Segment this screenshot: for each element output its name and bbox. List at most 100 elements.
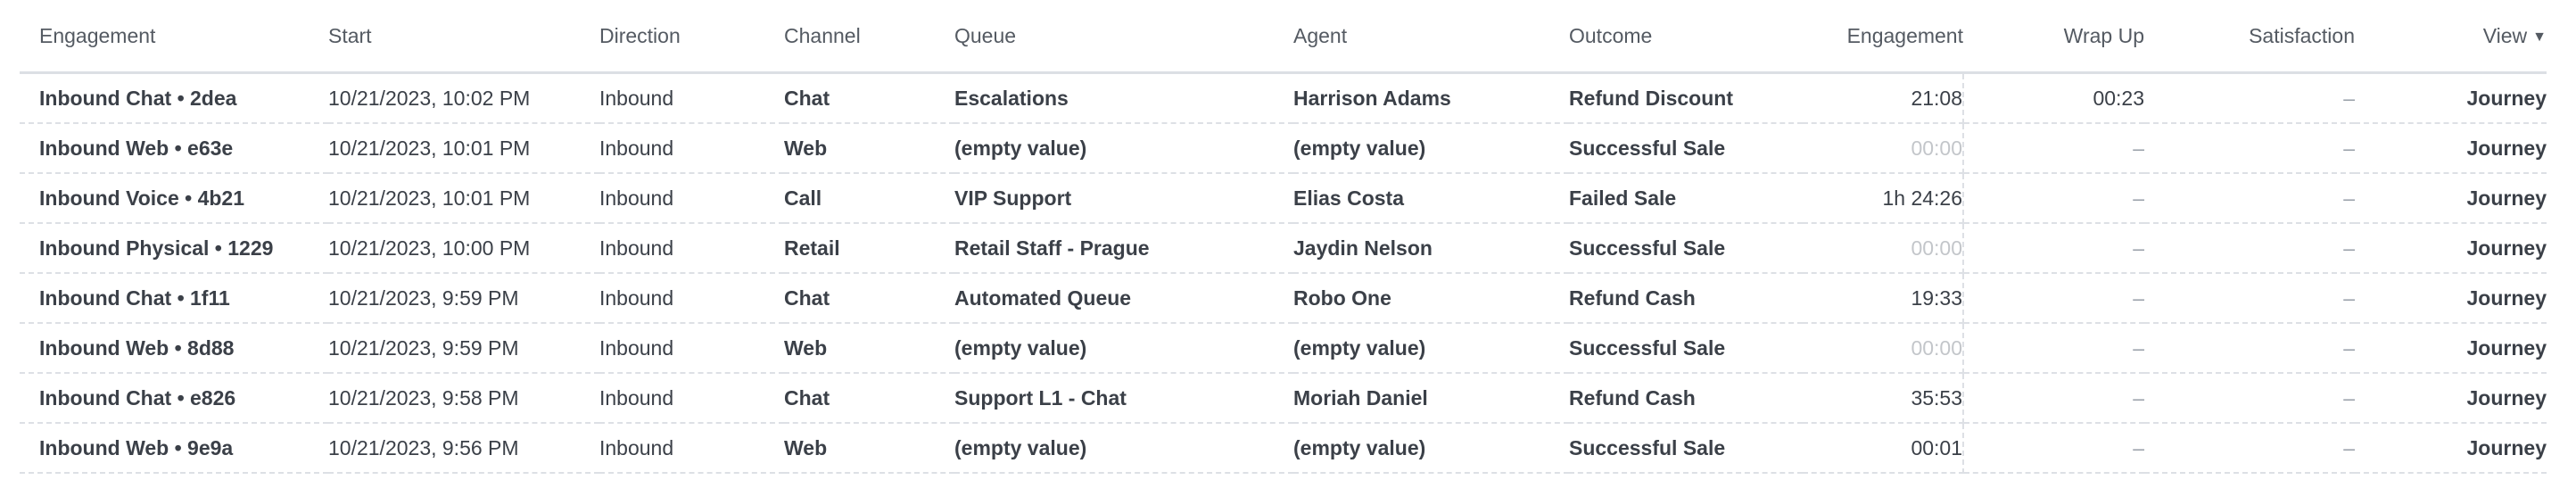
journey-link[interactable]: Journey bbox=[2355, 173, 2547, 224]
table-row[interactable]: Inbound Web • 9e9a 10/21/2023, 9:56 PM Inb… bbox=[20, 423, 2547, 474]
engagement-cell: Inbound Voice • 4b21 bbox=[20, 173, 328, 224]
col-start[interactable]: Start bbox=[328, 0, 599, 74]
col-satisfaction[interactable]: Satisfaction bbox=[2144, 0, 2355, 74]
table-row[interactable]: Inbound Web • 8d88 10/21/2023, 9:59 PM Inb… bbox=[20, 323, 2547, 374]
journey-link[interactable]: Journey bbox=[2355, 323, 2547, 374]
queue-cell: Automated Queue bbox=[954, 273, 1293, 324]
engagements-table: Engagement Start Direction Channel Queue… bbox=[20, 0, 2547, 474]
engagement-cell: Inbound Chat • 2dea bbox=[20, 72, 328, 124]
channel-cell: Call bbox=[784, 173, 954, 224]
start-cell: 10/21/2023, 10:02 PM bbox=[328, 72, 599, 124]
col-direction[interactable]: Direction bbox=[599, 0, 784, 74]
col-channel[interactable]: Channel bbox=[784, 0, 954, 74]
engagement-cell: Inbound Chat • 1f11 bbox=[20, 273, 328, 324]
satisfaction-cell: – bbox=[2144, 373, 2355, 424]
wrap-up-cell: – bbox=[1963, 173, 2144, 224]
queue-cell: (empty value) bbox=[954, 423, 1293, 474]
direction-cell: Inbound bbox=[599, 323, 784, 374]
wrap-up-cell: – bbox=[1963, 123, 2144, 174]
direction-cell: Inbound bbox=[599, 123, 784, 174]
journey-link[interactable]: Journey bbox=[2355, 223, 2547, 274]
engagement-duration-cell: 19:33 bbox=[1803, 273, 1964, 324]
engagement-duration-cell: 1h 24:26 bbox=[1803, 173, 1964, 224]
wrap-up-cell: – bbox=[1963, 323, 2144, 374]
queue-cell: Retail Staff - Prague bbox=[954, 223, 1293, 274]
table-row[interactable]: Inbound Chat • e826 10/21/2023, 9:58 PM In… bbox=[20, 373, 2547, 424]
journey-link[interactable]: Journey bbox=[2355, 72, 2547, 124]
col-agent[interactable]: Agent bbox=[1293, 0, 1569, 74]
start-cell: 10/21/2023, 10:01 PM bbox=[328, 173, 599, 224]
engagement-duration-cell: 00:00 bbox=[1803, 223, 1964, 274]
queue-cell: (empty value) bbox=[954, 323, 1293, 374]
agent-cell: Harrison Adams bbox=[1293, 72, 1569, 124]
start-cell: 10/21/2023, 9:59 PM bbox=[328, 273, 599, 324]
wrap-up-cell: – bbox=[1963, 223, 2144, 274]
start-cell: 10/21/2023, 10:01 PM bbox=[328, 123, 599, 174]
satisfaction-cell: – bbox=[2144, 273, 2355, 324]
satisfaction-cell: – bbox=[2144, 123, 2355, 174]
agent-cell: Moriah Daniel bbox=[1293, 373, 1569, 424]
engagement-cell: Inbound Web • 8d88 bbox=[20, 323, 328, 374]
direction-cell: Inbound bbox=[599, 273, 784, 324]
outcome-cell: Refund Cash bbox=[1569, 273, 1803, 324]
engagement-duration-cell: 00:01 bbox=[1803, 423, 1964, 474]
table-row[interactable]: Inbound Voice • 4b21 10/21/2023, 10:01 PM… bbox=[20, 173, 2547, 224]
engagement-cell: Inbound Web • e63e bbox=[20, 123, 328, 174]
direction-cell: Inbound bbox=[599, 173, 784, 224]
agent-cell: (empty value) bbox=[1293, 123, 1569, 174]
queue-cell: VIP Support bbox=[954, 173, 1293, 224]
engagement-cell: Inbound Web • 9e9a bbox=[20, 423, 328, 474]
channel-cell: Web bbox=[784, 123, 954, 174]
direction-cell: Inbound bbox=[599, 423, 784, 474]
start-cell: 10/21/2023, 9:56 PM bbox=[328, 423, 599, 474]
channel-cell: Chat bbox=[784, 273, 954, 324]
agent-cell: Elias Costa bbox=[1293, 173, 1569, 224]
agent-cell: Robo One bbox=[1293, 273, 1569, 324]
engagement-cell: Inbound Physical • 1229 bbox=[20, 223, 328, 274]
agent-cell: (empty value) bbox=[1293, 423, 1569, 474]
channel-cell: Web bbox=[784, 423, 954, 474]
channel-cell: Retail bbox=[784, 223, 954, 274]
caret-down-icon[interactable]: ▼ bbox=[2532, 29, 2547, 45]
satisfaction-cell: – bbox=[2144, 72, 2355, 124]
outcome-cell: Failed Sale bbox=[1569, 173, 1803, 224]
journey-link[interactable]: Journey bbox=[2355, 273, 2547, 324]
col-engagement[interactable]: Engagement bbox=[20, 0, 328, 74]
wrap-up-cell: – bbox=[1963, 373, 2144, 424]
start-cell: 10/21/2023, 9:58 PM bbox=[328, 373, 599, 424]
queue-cell: Escalations bbox=[954, 72, 1293, 124]
outcome-cell: Successful Sale bbox=[1569, 223, 1803, 274]
col-queue[interactable]: Queue bbox=[954, 0, 1293, 74]
journey-link[interactable]: Journey bbox=[2355, 373, 2547, 424]
col-outcome[interactable]: Outcome bbox=[1569, 0, 1803, 74]
channel-cell: Chat bbox=[784, 72, 954, 124]
engagement-duration-cell: 21:08 bbox=[1803, 72, 1964, 124]
journey-link[interactable]: Journey bbox=[2355, 423, 2547, 474]
table-row[interactable]: Inbound Chat • 2dea 10/21/2023, 10:02 PM I… bbox=[20, 72, 2547, 124]
table-row[interactable]: Inbound Chat • 1f11 10/21/2023, 9:59 PM In… bbox=[20, 273, 2547, 324]
satisfaction-cell: – bbox=[2144, 173, 2355, 224]
agent-cell: Jaydin Nelson bbox=[1293, 223, 1569, 274]
engagement-duration-cell: 00:00 bbox=[1803, 323, 1964, 374]
satisfaction-cell: – bbox=[2144, 323, 2355, 374]
channel-cell: Chat bbox=[784, 373, 954, 424]
outcome-cell: Successful Sale bbox=[1569, 423, 1803, 474]
journey-link[interactable]: Journey bbox=[2355, 123, 2547, 174]
agent-cell: (empty value) bbox=[1293, 323, 1569, 374]
satisfaction-cell: – bbox=[2144, 223, 2355, 274]
queue-cell: Support L1 - Chat bbox=[954, 373, 1293, 424]
table-row[interactable]: Inbound Physical • 1229 10/21/2023, 10:00… bbox=[20, 223, 2547, 274]
outcome-cell: Refund Cash bbox=[1569, 373, 1803, 424]
direction-cell: Inbound bbox=[599, 72, 784, 124]
queue-cell: (empty value) bbox=[954, 123, 1293, 174]
table-row[interactable]: Inbound Web • e63e 10/21/2023, 10:01 PM In… bbox=[20, 123, 2547, 174]
col-wrap-up[interactable]: Wrap Up bbox=[1963, 0, 2144, 74]
outcome-cell: Refund Discount bbox=[1569, 72, 1803, 124]
col-view[interactable]: View ▼ bbox=[2355, 0, 2547, 74]
engagement-duration-cell: 35:53 bbox=[1803, 373, 1964, 424]
direction-cell: Inbound bbox=[599, 223, 784, 274]
col-engagement-duration[interactable]: Engagement bbox=[1803, 0, 1963, 74]
engagement-cell: Inbound Chat • e826 bbox=[20, 373, 328, 424]
engagement-duration-cell: 00:00 bbox=[1803, 123, 1964, 174]
header-row: Engagement Start Direction Channel Queue… bbox=[20, 0, 2547, 74]
